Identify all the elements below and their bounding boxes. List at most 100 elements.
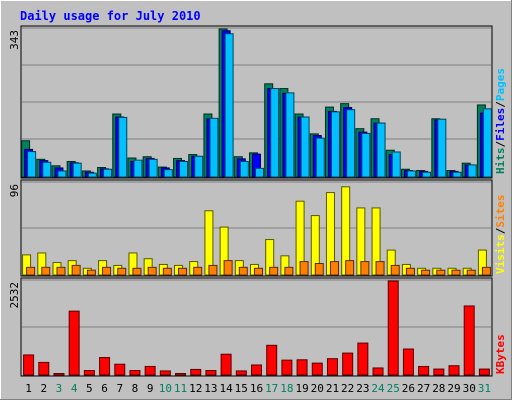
x-tick-label-5: 5 (86, 382, 93, 395)
x-tick-label-15: 15 (235, 382, 248, 395)
legend-separator: / (494, 101, 507, 108)
bar-kbytes-day-23 (357, 342, 369, 376)
bar-sites-day-10 (162, 267, 172, 276)
bar-kbytes-day-4 (68, 310, 80, 376)
legend-text: Hits/Files/Pages (494, 68, 507, 174)
bar-sites-day-3 (56, 266, 66, 276)
bar-kbytes-day-3 (53, 373, 65, 376)
bar-kbytes-day-19 (296, 359, 308, 376)
x-tick-label-23: 23 (356, 382, 369, 395)
x-tick-label-8: 8 (132, 382, 139, 395)
bar-kbytes-day-9 (144, 365, 156, 376)
panel-kbytes: 2532 KBytes (8, 277, 507, 377)
bar-sites-day-4 (71, 264, 81, 276)
bar-kbytes-day-8 (129, 370, 141, 376)
bar-sites-day-12 (193, 266, 203, 276)
panel-visits-legend: Visits/Sites (494, 195, 507, 275)
panel-kbytes-bars (23, 280, 490, 376)
bar-sites-day-20 (314, 263, 324, 276)
x-tick-label-16: 16 (250, 382, 263, 395)
bar-sites-day-31 (481, 266, 491, 276)
bar-sites-day-5 (86, 269, 96, 276)
bar-pages-day-12 (194, 155, 204, 178)
legend-text: KBytes (494, 334, 507, 374)
bar-pages-day-29 (452, 171, 462, 178)
bar-sites-day-7 (117, 267, 127, 276)
bar-kbytes-day-1 (23, 354, 35, 376)
bar-sites-day-30 (466, 269, 476, 276)
bar-kbytes-day-18 (281, 359, 293, 376)
x-tick-label-22: 22 (341, 382, 354, 395)
panel-hits: 343 Hits/Files/Pages (8, 25, 507, 179)
bar-kbytes-day-6 (99, 357, 111, 376)
bar-kbytes-day-25 (387, 280, 399, 376)
legend-hits: Hits (494, 148, 507, 175)
bar-pages-day-1 (27, 151, 37, 178)
bar-kbytes-day-16 (251, 364, 262, 376)
bar-sites-day-11 (178, 267, 188, 276)
bar-pages-day-19 (300, 116, 310, 178)
panel-kbytes-ymax-label: 2532 (8, 282, 21, 309)
x-tick-label-19: 19 (295, 382, 308, 395)
bar-sites-day-28 (436, 269, 446, 276)
bar-kbytes-day-24 (372, 367, 384, 376)
legend-visits: Visits (494, 234, 507, 274)
x-tick-label-6: 6 (101, 382, 108, 395)
bar-pages-day-23 (361, 132, 371, 178)
panel-visits-bars (22, 186, 491, 276)
x-tick-label-30: 30 (463, 382, 476, 395)
panel-hits-ymax-label: 343 (8, 30, 21, 50)
bar-pages-day-22 (346, 109, 356, 178)
bar-pages-day-15 (239, 160, 249, 178)
bar-sites-day-2 (41, 266, 51, 276)
bar-sites-day-13 (208, 264, 218, 276)
bar-sites-day-15 (238, 266, 248, 276)
bar-pages-day-16 (255, 167, 264, 178)
bar-kbytes-day-10 (159, 370, 171, 376)
legend-kbytes: KBytes (494, 334, 507, 374)
bar-pages-day-6 (103, 168, 113, 178)
bar-kbytes-day-13 (205, 370, 217, 376)
panel-visits-ymax-label: 96 (8, 184, 21, 197)
bar-sites-day-9 (147, 266, 157, 276)
bar-kbytes-day-26 (402, 348, 414, 376)
x-tick-label-3: 3 (56, 382, 63, 395)
bar-pages-day-13 (209, 117, 219, 178)
bar-kbytes-day-7 (114, 363, 126, 376)
bar-kbytes-day-22 (342, 352, 354, 376)
x-tick-label-13: 13 (204, 382, 217, 395)
chart-title: Daily usage for July 2010 (20, 9, 201, 23)
x-tick-label-26: 26 (402, 382, 415, 395)
bar-pages-day-24 (376, 122, 386, 178)
bar-kbytes-day-11 (175, 373, 187, 376)
bar-sites-day-17 (269, 266, 279, 276)
legend-sites: Sites (494, 195, 507, 228)
bar-sites-day-21 (329, 261, 339, 276)
bar-pages-day-17 (270, 88, 280, 178)
x-tick-label-29: 29 (447, 382, 460, 395)
x-tick-label-11: 11 (174, 382, 187, 395)
x-tick-label-21: 21 (326, 382, 339, 395)
x-tick-label-17: 17 (265, 382, 278, 395)
bar-pages-day-25 (391, 151, 401, 178)
bar-kbytes-day-29 (448, 365, 460, 376)
bar-sites-day-8 (132, 267, 142, 276)
bar-kbytes-day-20 (311, 362, 323, 376)
bar-kbytes-day-17 (266, 344, 278, 376)
x-tick-label-25: 25 (387, 382, 400, 395)
bar-sites-day-29 (451, 269, 461, 276)
legend-separator: / (494, 227, 507, 234)
bar-sites-day-18 (284, 266, 294, 276)
bar-sites-day-24 (375, 261, 385, 276)
legend-separator: / (494, 141, 507, 148)
x-tick-label-18: 18 (280, 382, 293, 395)
bar-sites-day-16 (254, 267, 263, 276)
panel-hits-legend: Hits/Files/Pages (494, 68, 507, 174)
bar-pages-day-31 (482, 108, 492, 178)
bar-kbytes-day-30 (463, 305, 475, 376)
legend-text: Visits/Sites (494, 195, 507, 275)
x-axis-labels: 1 2 3 4 5 6 7 8 9 10 11 12 13 14 15 16 17 18 19 20 21 22 23 24 2… (25, 382, 491, 395)
bar-pages-day-2 (42, 161, 52, 178)
bar-pages-day-18 (285, 92, 295, 178)
